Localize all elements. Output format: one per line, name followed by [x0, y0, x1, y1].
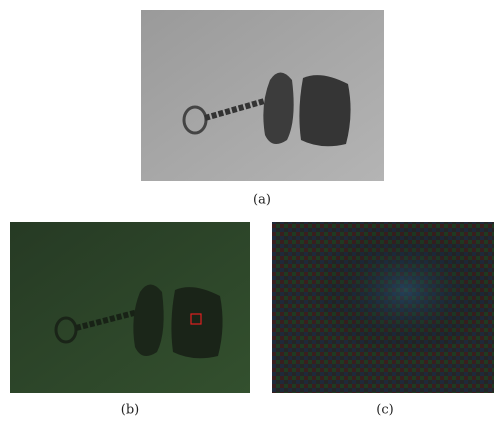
panel-a: (a) [141, 10, 384, 208]
panel-b: (b) [10, 222, 250, 418]
charm-body [299, 75, 350, 146]
figure: (a) (b) (c) [0, 0, 502, 421]
caption: (c) [376, 403, 393, 418]
page: (a) (b) (c) (() => { const data = JSON.p… [0, 0, 502, 421]
charm-body [171, 287, 222, 358]
caption: (b) [121, 403, 139, 418]
panel-c: (c) [272, 222, 494, 418]
highlight [272, 222, 494, 393]
caption: (a) [253, 193, 271, 208]
